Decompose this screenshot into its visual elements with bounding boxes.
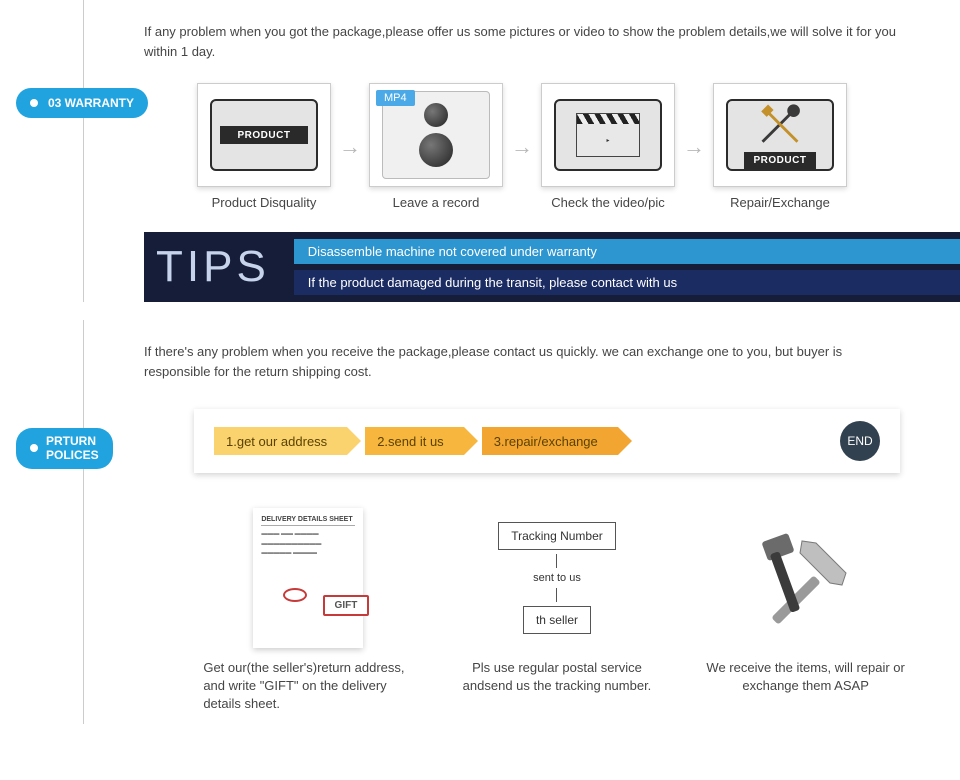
product-strip: PRODUCT xyxy=(220,126,308,144)
return-col-text: Get our(the seller's)return address, and… xyxy=(203,659,413,714)
return-col: Tracking Number sent to us th seller Pls… xyxy=(452,503,662,714)
hammer-wrench-icon xyxy=(746,523,866,633)
tracking-diagram: Tracking Number sent to us th seller xyxy=(498,522,616,634)
step-label: 1.get our address xyxy=(226,434,327,449)
return-col: DELIVERY DETAILS SHEET ▬▬▬ ▬▬ ▬▬▬▬▬▬▬▬▬▬… xyxy=(203,503,413,714)
return-intro: If there's any problem when you receive … xyxy=(84,320,960,393)
flow-label: Repair/Exchange xyxy=(730,195,830,210)
return-section: If there's any problem when you receive … xyxy=(83,320,960,724)
flow-item: PRODUCT Product Disquality xyxy=(197,83,331,210)
flow-item: PRODUCT Repair/Exchange xyxy=(713,83,847,210)
tip-line: Disassemble machine not covered under wa… xyxy=(294,239,960,264)
arrow-icon: → xyxy=(339,134,361,160)
gift-tag: GIFT xyxy=(323,595,370,616)
warranty-intro: If any problem when you got the package,… xyxy=(84,0,960,73)
step-label: 3.repair/exchange xyxy=(494,434,598,449)
step-label: 2.send it us xyxy=(377,434,444,449)
flow-label: Product Disquality xyxy=(212,195,317,210)
return-steps: 1.get our address 2.send it us 3.repair/… xyxy=(194,409,900,473)
end-badge: END xyxy=(840,421,880,461)
tips-title: TIPS xyxy=(156,242,270,292)
arrow-icon: → xyxy=(683,134,705,160)
tips-bar: TIPS Disassemble machine not covered und… xyxy=(144,232,960,302)
mp4-tag: MP4 xyxy=(376,90,415,106)
warranty-section: If any problem when you got the package,… xyxy=(83,0,960,302)
flow-label: Leave a record xyxy=(393,195,480,210)
step-arrow: 2.send it us xyxy=(365,427,464,455)
warranty-flow: PRODUCT Product Disquality → MP4 Leave a… xyxy=(84,73,960,222)
step-arrow: 1.get our address xyxy=(214,427,347,455)
flow-label: Check the video/pic xyxy=(551,195,664,210)
tracking-label: sent to us xyxy=(533,572,581,584)
record-icon: MP4 xyxy=(369,83,503,187)
tracking-box: Tracking Number xyxy=(498,522,616,550)
repair-icon: PRODUCT xyxy=(713,83,847,187)
return-col-text: Pls use regular postal service andsend u… xyxy=(452,659,662,695)
return-col: We receive the items, will repair or exc… xyxy=(701,503,911,714)
return-badge-line1: PRTURN xyxy=(46,434,96,448)
product-strip: PRODUCT xyxy=(744,152,816,169)
flow-item: ▸ Check the video/pic xyxy=(541,83,675,210)
warranty-badge: 03 WARRANTY xyxy=(16,88,148,118)
tracking-box: th seller xyxy=(523,606,591,634)
sheet-title: DELIVERY DETAILS SHEET xyxy=(261,516,355,526)
return-columns: DELIVERY DETAILS SHEET ▬▬▬ ▬▬ ▬▬▬▬▬▬▬▬▬▬… xyxy=(84,473,960,724)
delivery-sheet-icon: DELIVERY DETAILS SHEET ▬▬▬ ▬▬ ▬▬▬▬▬▬▬▬▬▬… xyxy=(253,508,363,648)
step-arrow: 3.repair/exchange xyxy=(482,427,618,455)
return-badge-line2: POLICES xyxy=(46,448,99,462)
tip-line: If the product damaged during the transi… xyxy=(294,270,960,295)
product-icon: PRODUCT xyxy=(197,83,331,187)
arrow-icon: → xyxy=(511,134,533,160)
warranty-badge-label: 03 WARRANTY xyxy=(48,96,134,110)
video-icon: ▸ xyxy=(541,83,675,187)
return-col-text: We receive the items, will repair or exc… xyxy=(701,659,911,695)
tools-icon xyxy=(750,101,810,150)
flow-item: MP4 Leave a record xyxy=(369,83,503,210)
return-badge: PRTURNPOLICES xyxy=(16,428,113,469)
